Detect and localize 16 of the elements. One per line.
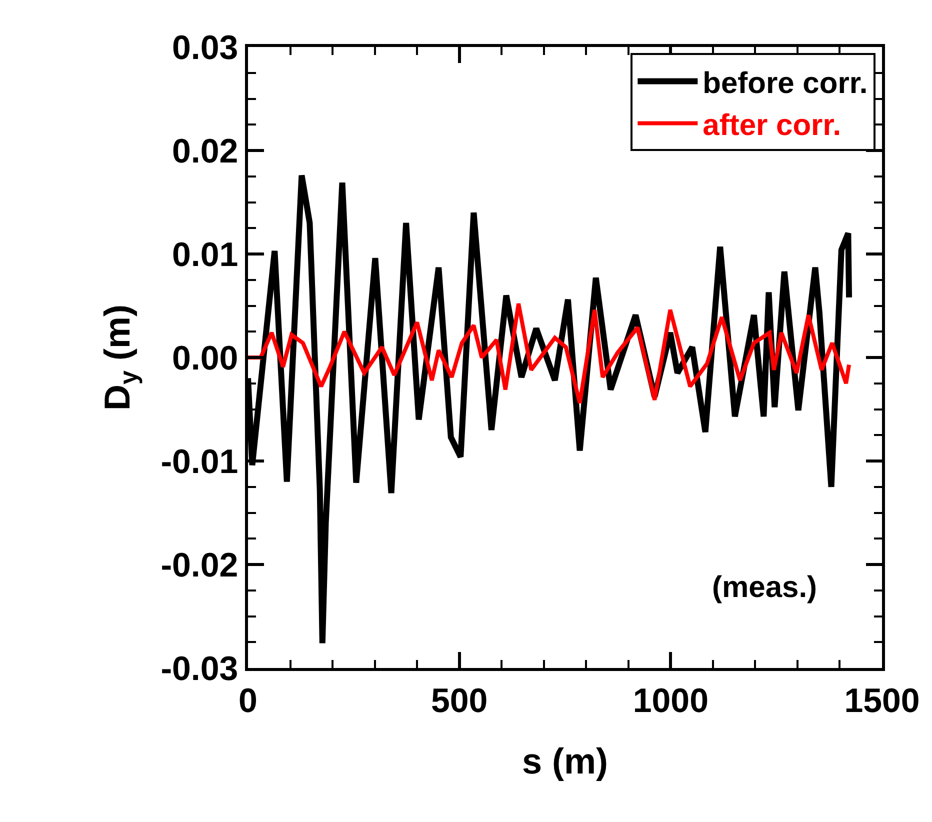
y-tick-label: -0.01 — [160, 442, 238, 481]
y-tick-label: -0.02 — [160, 546, 238, 584]
line-series — [248, 302, 852, 406]
y-tick-label: 0.02 — [172, 132, 238, 170]
legend-label: before corr. — [702, 66, 868, 100]
y-tick-label: 0.01 — [172, 236, 238, 274]
x-tick-label: 500 — [430, 682, 488, 720]
y-tick-label: 0.03 — [172, 28, 238, 67]
x-tick-label: 1500 — [844, 682, 920, 720]
y-tick-label: 0.00 — [172, 339, 238, 378]
legend-label: after corr. — [702, 108, 842, 142]
x-tick-label: 0 — [238, 682, 258, 720]
y-tick-label: -0.03 — [160, 650, 238, 688]
annotation: (meas.) — [712, 571, 818, 604]
x-tick-label: 1000 — [632, 682, 708, 720]
x-axis-title: s (m) — [522, 740, 608, 782]
